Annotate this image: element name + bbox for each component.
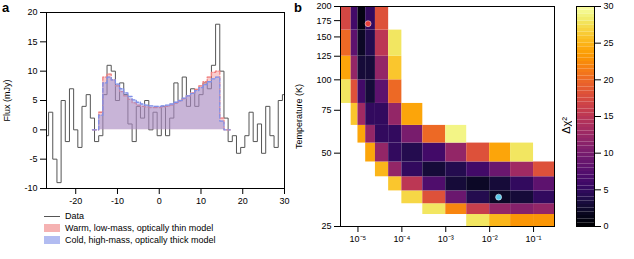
svg-text:15: 15	[604, 111, 614, 121]
svg-text:10⁻⁴: 10⁻⁴	[393, 234, 410, 244]
svg-text:20: 20	[27, 7, 37, 17]
svg-text:125: 125	[316, 51, 331, 61]
svg-text:25: 25	[604, 38, 614, 48]
svg-text:0: 0	[157, 196, 162, 206]
html-text:Δχ²: Δχ²	[560, 116, 572, 134]
html-text:Cold, high-mass, optically thi: Cold, high-mass, optically thick model	[65, 235, 216, 245]
svg-text:-20: -20	[69, 196, 82, 206]
svg-text:10: 10	[27, 66, 37, 76]
svg-text:Temperature (K): Temperature (K)	[294, 84, 304, 149]
svg-text:10: 10	[604, 148, 614, 158]
html-text:Warm, low-mass, optically thin: Warm, low-mass, optically thin model	[65, 223, 214, 233]
svg-text:0: 0	[604, 221, 609, 231]
svg-text:50: 50	[321, 148, 331, 158]
svg-text:25: 25	[321, 221, 331, 231]
html-text:b: b	[294, 0, 302, 15]
svg-text:5: 5	[604, 185, 609, 195]
svg-text:30: 30	[279, 196, 289, 206]
svg-text:75: 75	[321, 105, 331, 115]
svg-text:10⁻³: 10⁻³	[438, 234, 454, 244]
svg-text:-10: -10	[24, 183, 37, 193]
svg-text:-5: -5	[29, 154, 37, 164]
svg-text:30: 30	[604, 1, 614, 11]
svg-text:20: 20	[238, 196, 248, 206]
html-text:a: a	[2, 0, 10, 15]
svg-text:200: 200	[316, 1, 331, 11]
svg-text:10⁻⁵: 10⁻⁵	[350, 234, 367, 244]
html-text:Data: Data	[65, 211, 84, 221]
svg-text:175: 175	[316, 16, 331, 26]
svg-text:Flux (mJy): Flux (mJy)	[2, 80, 12, 122]
svg-text:100: 100	[316, 75, 331, 85]
svg-text:20: 20	[604, 75, 614, 85]
svg-text:150: 150	[316, 32, 331, 42]
svg-text:10: 10	[196, 196, 206, 206]
svg-text:5: 5	[32, 95, 37, 105]
svg-text:-10: -10	[111, 196, 124, 206]
svg-text:15: 15	[27, 37, 37, 47]
svg-text:10⁻²: 10⁻²	[482, 234, 498, 244]
svg-text:0: 0	[32, 125, 37, 135]
svg-text:10⁻¹: 10⁻¹	[526, 234, 542, 244]
